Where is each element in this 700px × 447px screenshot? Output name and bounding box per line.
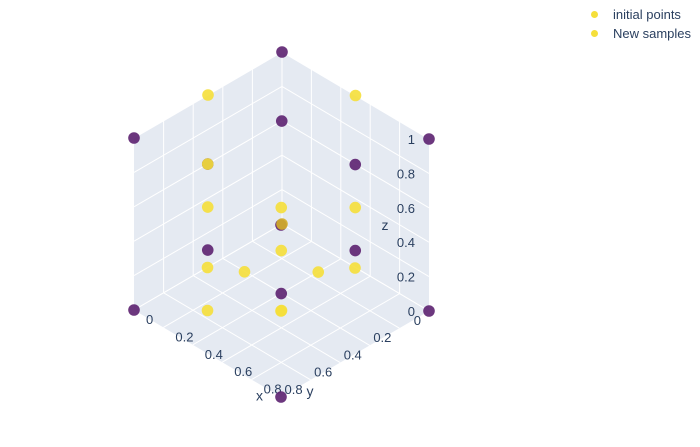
z-tick-label: 1 <box>408 132 415 147</box>
y-tick-label: 0.8 <box>285 382 303 397</box>
z-tick-label: 0.2 <box>397 270 415 285</box>
data-point-new[interactable] <box>201 201 214 213</box>
x-tick-label: 0.4 <box>205 347 223 362</box>
grid-line-y <box>252 240 400 329</box>
y-tick-label: 0.4 <box>344 347 362 362</box>
data-points[interactable] <box>128 46 435 403</box>
y-tick-label: 0 <box>414 313 421 328</box>
grid-line-z <box>133 189 283 277</box>
grid-line-z <box>133 85 283 173</box>
data-point-new[interactable] <box>201 304 214 317</box>
data-point-initial[interactable] <box>276 46 288 58</box>
grid-line-z <box>281 85 430 174</box>
grid-line-x <box>221 275 371 363</box>
grid-line-z <box>281 189 430 278</box>
data-point-new[interactable] <box>349 262 361 274</box>
axis-titles: x y z <box>256 217 389 404</box>
z-tick-label: 0.8 <box>397 166 415 181</box>
data-point-center[interactable] <box>276 218 288 230</box>
x-tick-label: 0 <box>146 312 153 327</box>
data-point-new[interactable] <box>349 89 362 102</box>
legend: initial points New samples <box>584 5 691 43</box>
data-point-initial[interactable] <box>423 305 435 317</box>
legend-marker-initial-points <box>591 11 598 18</box>
data-point-new[interactable] <box>275 305 287 317</box>
pane-xz <box>282 52 429 311</box>
data-point-initial[interactable] <box>275 391 287 403</box>
data-point-new[interactable] <box>201 158 214 170</box>
data-point-new[interactable] <box>202 89 214 101</box>
z-tick-label: 0.4 <box>397 235 415 250</box>
data-point-initial[interactable] <box>349 158 362 171</box>
x-axis-title: x <box>256 388 263 404</box>
data-point-new[interactable] <box>349 201 362 214</box>
legend-label-new-samples: New samples <box>613 26 692 41</box>
grid-line-y <box>163 292 311 381</box>
data-point-new[interactable] <box>312 266 325 278</box>
legend-item-new-samples[interactable]: New samples <box>584 24 691 43</box>
data-point-initial[interactable] <box>275 287 288 300</box>
legend-item-initial-points[interactable]: initial points <box>584 5 691 24</box>
data-point-initial[interactable] <box>201 244 214 256</box>
data-point-initial[interactable] <box>423 133 435 145</box>
x-tick-label: 0.2 <box>175 329 193 344</box>
data-point-initial[interactable] <box>128 132 140 144</box>
grid-line-x <box>251 293 400 381</box>
tick-labels: 00.20.40.60.800.20.40.60.800.20.40.60.81 <box>146 132 421 397</box>
data-point-initial[interactable] <box>128 304 140 316</box>
grid-line-z <box>281 154 430 243</box>
y-tick-label: 0.2 <box>373 330 391 345</box>
data-point-new[interactable] <box>275 201 288 214</box>
z-tick-label: 0.6 <box>397 201 415 216</box>
x-tick-label: 0.6 <box>234 364 252 379</box>
data-point-initial[interactable] <box>349 244 362 257</box>
legend-marker-new-samples <box>591 30 598 37</box>
legend-label-initial-points: initial points <box>613 7 681 22</box>
grid-line-y <box>192 275 341 364</box>
data-point-new[interactable] <box>238 266 251 278</box>
data-point-initial[interactable] <box>275 115 288 127</box>
z-axis-title: z <box>382 217 389 233</box>
grid-line-x <box>163 240 312 328</box>
data-point-new[interactable] <box>275 244 288 257</box>
z-tick-label: 0 <box>408 304 415 319</box>
y-tick-label: 0.6 <box>314 365 332 380</box>
y-axis-title: y <box>307 383 314 399</box>
grid-line-z <box>133 154 283 242</box>
data-point-new[interactable] <box>201 261 214 274</box>
